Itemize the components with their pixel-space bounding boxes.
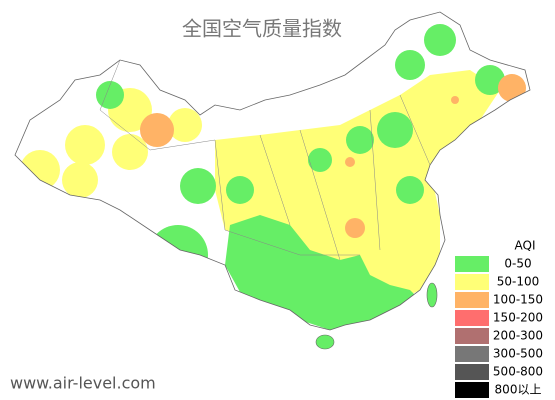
country-outline (14, 11, 531, 331)
legend-swatch (455, 364, 489, 380)
legend-label: 0-50 (504, 257, 531, 271)
watermark: www.air-level.com (10, 374, 156, 393)
map-title: 全国空气质量指数 (182, 17, 342, 41)
legend-swatch (455, 382, 489, 398)
legend-label: 500-800 (493, 365, 543, 379)
legend-label: 100-150 (493, 293, 543, 307)
legend-swatch (455, 310, 489, 326)
legend: AQI 0-50 50-100 100-150 150-200 200-300 300-5… (453, 236, 543, 400)
legend-label: 200-300 (493, 329, 543, 343)
legend-label: 150-200 (493, 311, 543, 325)
legend-swatch (455, 292, 489, 308)
legend-swatch (455, 346, 489, 362)
hainan (315, 334, 335, 350)
legend-swatch (455, 256, 489, 272)
province-borders (99, 59, 431, 261)
legend-swatch (455, 274, 489, 290)
taiwan (426, 282, 438, 308)
legend-swatch (455, 328, 489, 344)
legend-label: 800以上 (495, 383, 542, 397)
legend-title: AQI (515, 239, 536, 253)
legend-label: 300-500 (493, 347, 543, 361)
legend-label: 50-100 (497, 275, 540, 289)
